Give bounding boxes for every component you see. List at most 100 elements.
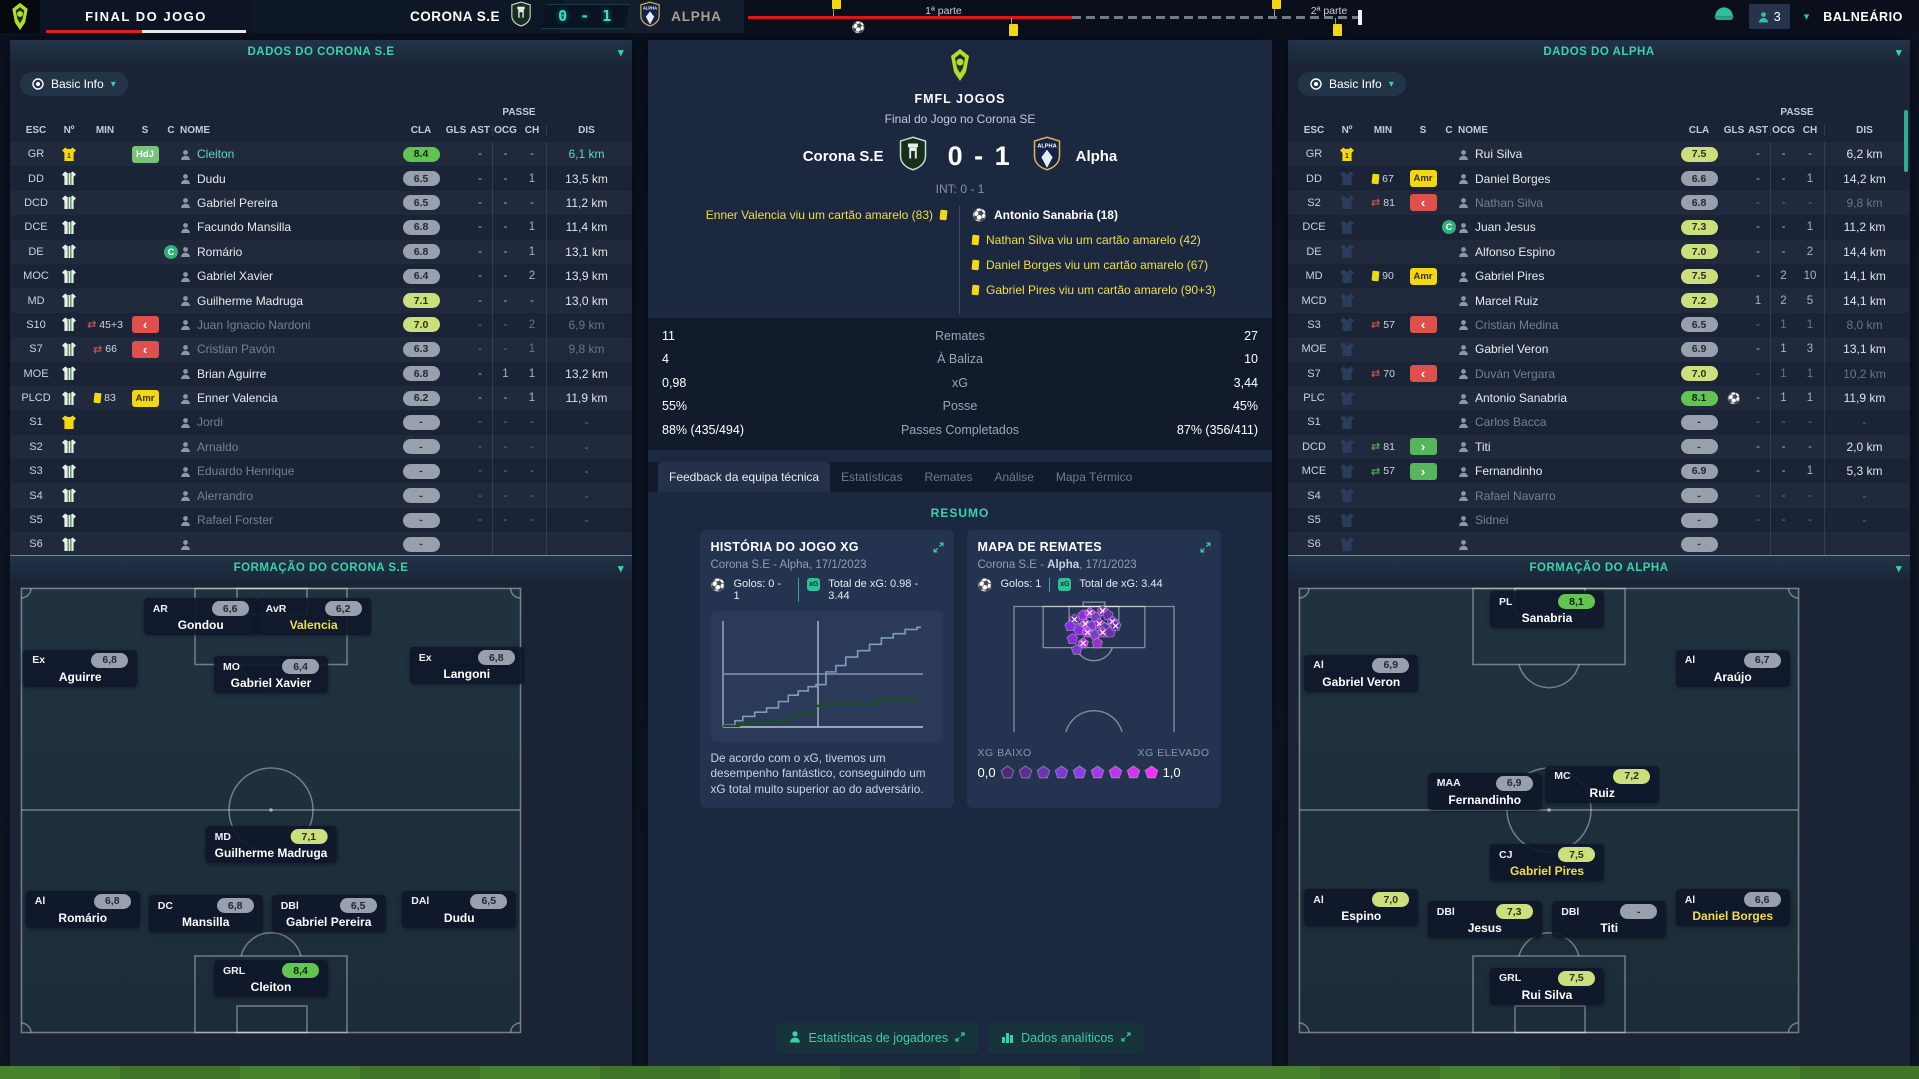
tab-remates[interactable]: Remates xyxy=(924,469,973,484)
player-name[interactable]: Gabriel Pires xyxy=(1458,264,1676,288)
formation-player[interactable]: Al 7,0 Espino xyxy=(1304,889,1419,927)
formation-player[interactable]: GRL 7,5 Rui Silva xyxy=(1489,967,1604,1005)
player-name[interactable]: Antonio Sanabria xyxy=(1458,386,1676,410)
player-name[interactable]: Jordi xyxy=(180,410,398,434)
chevron-down-icon[interactable]: ▾ xyxy=(1803,11,1810,23)
formation-player[interactable]: Al 6,9 Gabriel Veron xyxy=(1304,654,1419,692)
table-row[interactable]: DE C Romário 6.8- -1 13,1 km xyxy=(10,239,632,264)
table-row[interactable]: S7 ⇄ 66 ‹ Cristian Pavón 6.3- -1 9,8 km xyxy=(10,337,632,362)
formation-player[interactable]: AR 6,6 Gondou xyxy=(143,598,258,636)
formation-player[interactable]: Al 6,6 Daniel Borges xyxy=(1675,889,1790,927)
table-row[interactable]: S3 Eduardo Henrique - - - - - xyxy=(10,459,632,484)
away-team-name[interactable]: ALPHA xyxy=(671,9,722,24)
player-name[interactable]: Daniel Borges xyxy=(1458,166,1676,190)
tab-feedback-da-equipa-t-cnica[interactable]: Feedback da equipa técnica xyxy=(658,461,831,492)
player-name[interactable]: Fernandinho xyxy=(1458,459,1676,483)
formation-player[interactable]: Al 6,8 Romário xyxy=(25,890,140,928)
table-row[interactable]: S2 ⇄ 81 ‹ Nathan Silva 6.8- - -9,8 km xyxy=(1288,190,1910,216)
player-name[interactable] xyxy=(180,532,398,556)
player-name[interactable]: Romário xyxy=(180,240,398,264)
player-name[interactable]: Rui Silva xyxy=(1458,142,1676,166)
player-name[interactable]: Juan Ignacio Nardoni xyxy=(180,313,398,337)
player-name[interactable]: Facundo Mansilla xyxy=(180,215,398,239)
home-panel-header[interactable]: DADOS DO CORONA S.E ▾ xyxy=(10,40,632,64)
formation-player[interactable]: Ex 6,8 Aguirre xyxy=(23,649,138,687)
table-row[interactable]: GR 1 HdJ Cleiton 8.4- - -6,1 km xyxy=(10,142,632,167)
table-row[interactable]: PLC Antonio Sanabria 8.1 ⚽ -1 1 11,9 km xyxy=(1288,385,1910,411)
table-row[interactable]: DCD Gabriel Pereira 6.5- - -11,2 km xyxy=(10,190,632,216)
tab-estat-sticas[interactable]: Estatísticas xyxy=(841,469,903,484)
formation-player[interactable]: Ex 6,8 Langoni xyxy=(409,647,524,685)
away-view-selector[interactable]: Basic Info ▾ xyxy=(1298,72,1406,96)
formation-player[interactable]: DC 6,8 Mansilla xyxy=(148,895,263,933)
player-name[interactable]: Arnaldo xyxy=(180,435,398,459)
collapse-chevron-icon[interactable]: ▾ xyxy=(1895,562,1902,575)
home-formation-header[interactable]: FORMAÇÃO DO CORONA S.E ▾ xyxy=(10,556,632,580)
table-row[interactable]: MD 90 Amr Gabriel Pires 7.5 -2 10 14,1 km xyxy=(1288,263,1910,289)
table-row[interactable]: S1 Jordi - - - - - xyxy=(10,410,632,435)
player-name[interactable]: Dudu xyxy=(180,166,398,190)
table-row[interactable]: DCE Facundo Mansilla 6.8- -1 11,4 km xyxy=(10,215,632,240)
player-name[interactable]: Gabriel Veron xyxy=(1458,337,1676,361)
home-team-name[interactable]: CORONA S.E xyxy=(410,9,501,24)
player-name[interactable]: Rafael Forster xyxy=(180,508,398,532)
table-row[interactable]: S4 Alerrandro - - - - - xyxy=(10,483,632,508)
table-row[interactable]: PLCD 83 Amr Enner Valencia 6.2- -1 11,9 km xyxy=(10,385,632,411)
player-name[interactable]: Alerrandro xyxy=(180,483,398,507)
away-formation-header[interactable]: FORMAÇÃO DO ALPHA ▾ xyxy=(1288,556,1910,580)
player-name[interactable]: Carlos Bacca xyxy=(1458,410,1676,434)
collapse-chevron-icon[interactable]: ▾ xyxy=(617,562,624,575)
table-row[interactable]: S10 ⇄ 45+3 ‹ Juan Ignacio Nardoni 7.0- -2 6,9 k… xyxy=(10,312,632,338)
table-row[interactable]: S5 Sidnei - - - - - xyxy=(1288,507,1910,533)
away-team-name[interactable]: Alpha xyxy=(1075,147,1118,165)
substitutions-counter[interactable]: 3 xyxy=(1748,4,1790,29)
table-row[interactable]: S2 Arnaldo - - - - - xyxy=(10,434,632,460)
expand-icon[interactable] xyxy=(932,540,944,558)
table-row[interactable]: MOE Brian Aguirre 6.8-1 1 13,2 km xyxy=(10,361,632,386)
formation-player[interactable]: DAl 6,5 Dudu xyxy=(402,890,517,928)
formation-player[interactable]: GRL 8,4 Cleiton xyxy=(214,960,328,998)
player-name[interactable]: Gabriel Xavier xyxy=(180,264,398,288)
table-row[interactable]: MD Guilherme Madruga 7.1- - -13,0 km xyxy=(10,288,632,313)
home-team-name[interactable]: Corona S.E xyxy=(802,147,884,165)
table-row[interactable]: MOE Gabriel Veron 6.9 -1 3 13,1 km xyxy=(1288,337,1910,362)
player-name[interactable]: Rafael Navarro xyxy=(1458,483,1676,507)
formation-player[interactable]: CJ 7,5 Gabriel Pires xyxy=(1489,844,1604,882)
tab-mapa-t-rmico[interactable]: Mapa Térmico xyxy=(1055,469,1133,484)
player-name[interactable]: Cristian Medina xyxy=(1458,313,1676,337)
player-name[interactable]: Eduardo Henrique xyxy=(180,459,398,483)
match-timeline[interactable]: 1ª parte 2ª parte ⚽ xyxy=(747,0,1362,36)
player-name[interactable]: Duván Vergara xyxy=(1458,362,1676,386)
estat-sticas-de-jogadores-button[interactable]: Estatísticas de jogadores xyxy=(776,1023,979,1053)
table-row[interactable]: MCE ⇄ 57 › Fernandinho 6.9- -1 5,3 km xyxy=(1288,459,1910,484)
home-view-selector[interactable]: Basic Info ▾ xyxy=(20,72,128,96)
away-panel-header[interactable]: DADOS DO ALPHA ▾ xyxy=(1288,40,1910,64)
collapse-chevron-icon[interactable]: ▾ xyxy=(1895,46,1902,59)
formation-player[interactable]: DBl 7,3 Jesus xyxy=(1427,901,1542,939)
table-row[interactable]: GR 1 Rui Silva 7.5- - -6,2 km xyxy=(1288,142,1910,167)
table-row[interactable]: MCD Marcel Ruiz 7.2 1 2 5 14,1 km xyxy=(1288,288,1910,313)
player-name[interactable]: Marcel Ruiz xyxy=(1458,288,1676,312)
player-name[interactable]: Gabriel Pereira xyxy=(180,191,398,215)
player-name[interactable]: Enner Valencia xyxy=(180,386,398,410)
table-row[interactable]: DCD ⇄ 81 › Titi - - - -2,0 km xyxy=(1288,434,1910,460)
table-row[interactable]: S4 Rafael Navarro - - - - - xyxy=(1288,483,1910,508)
formation-player[interactable]: DBl - Titi xyxy=(1552,901,1667,939)
player-name[interactable]: Juan Jesus xyxy=(1458,215,1676,239)
player-name[interactable]: Sidnei xyxy=(1458,508,1676,532)
table-row[interactable]: DE Alfonso Espino 7.0- -2 14,4 km xyxy=(1288,239,1910,264)
manager-cap-icon[interactable] xyxy=(1713,7,1735,26)
table-row[interactable]: MOC Gabriel Xavier 6.4- -2 13,9 km xyxy=(10,263,632,289)
formation-player[interactable]: PL 8,1 Sanabria xyxy=(1489,591,1604,629)
player-name[interactable] xyxy=(1458,532,1676,556)
table-row[interactable]: DD 67 Amr Daniel Borges 6.6- -1 14,2 km xyxy=(1288,166,1910,191)
player-name[interactable]: Cristian Pavón xyxy=(180,337,398,361)
player-name[interactable]: Nathan Silva xyxy=(1458,191,1676,215)
formation-player[interactable]: AvR 6,2 Valencia xyxy=(256,598,371,636)
formation-player[interactable]: MO 6,4 Gabriel Xavier xyxy=(214,656,328,694)
formation-player[interactable]: DBl 6,5 Gabriel Pereira xyxy=(271,895,386,933)
formation-player[interactable]: MAA 6,9 Fernandinho xyxy=(1427,772,1542,810)
table-row[interactable]: S7 ⇄ 70 ‹ Duván Vergara 7.0-1 1 10,2 km xyxy=(1288,361,1910,386)
scrollbar[interactable] xyxy=(1904,110,1908,172)
expand-icon[interactable] xyxy=(1199,540,1211,558)
